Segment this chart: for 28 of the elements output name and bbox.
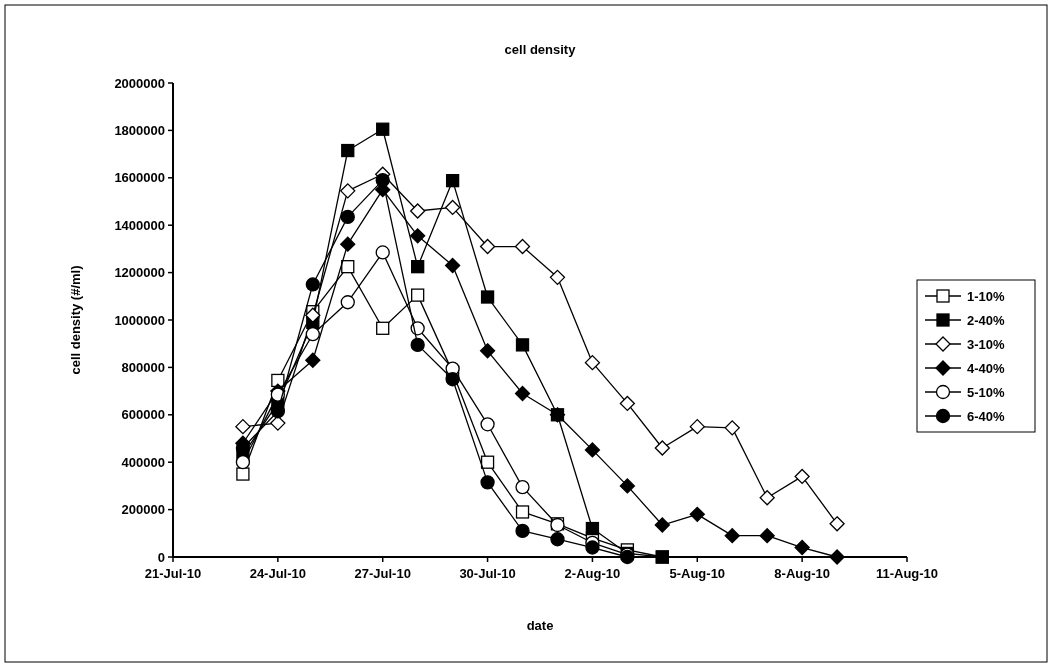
x-tick-label: 5-Aug-10 xyxy=(669,566,726,581)
y-tick-label: 2000000 xyxy=(114,75,165,91)
legend-label: 3-10% xyxy=(967,336,1006,352)
legend-label: 1-10% xyxy=(967,288,1006,304)
y-tick-label: 400000 xyxy=(121,454,165,470)
y-tick-label: 0 xyxy=(157,549,165,565)
x-tick-label: 27-Jul-10 xyxy=(354,566,411,581)
y-tick-label: 200000 xyxy=(121,502,165,518)
legend-label: 2-40% xyxy=(967,312,1006,328)
y-tick-label: 1600000 xyxy=(114,170,165,186)
y-tick-label: 1400000 xyxy=(114,217,165,233)
chart-title: cell density xyxy=(504,42,577,57)
legend-label: 4-40% xyxy=(967,360,1006,376)
y-axis-title: cell density (#/ml) xyxy=(68,265,83,375)
x-axis-title: date xyxy=(526,618,554,633)
x-tick-label: 8-Aug-10 xyxy=(774,566,830,581)
y-tick-label: 800000 xyxy=(121,359,165,375)
y-tick-label: 600000 xyxy=(121,407,165,423)
x-tick-label: 21-Jul-10 xyxy=(144,566,202,581)
x-tick-label: 24-Jul-10 xyxy=(249,566,307,581)
y-tick-label: 1200000 xyxy=(114,265,165,281)
x-tick-label: 30-Jul-10 xyxy=(459,566,516,581)
legend-label: 6-40% xyxy=(967,408,1006,424)
legend-label: 5-10% xyxy=(967,384,1006,400)
y-tick-label: 1000000 xyxy=(114,312,165,328)
y-tick-label: 1800000 xyxy=(114,122,165,138)
x-tick-label: 11-Aug-10 xyxy=(875,566,939,581)
x-tick-label: 2-Aug-10 xyxy=(564,566,621,581)
